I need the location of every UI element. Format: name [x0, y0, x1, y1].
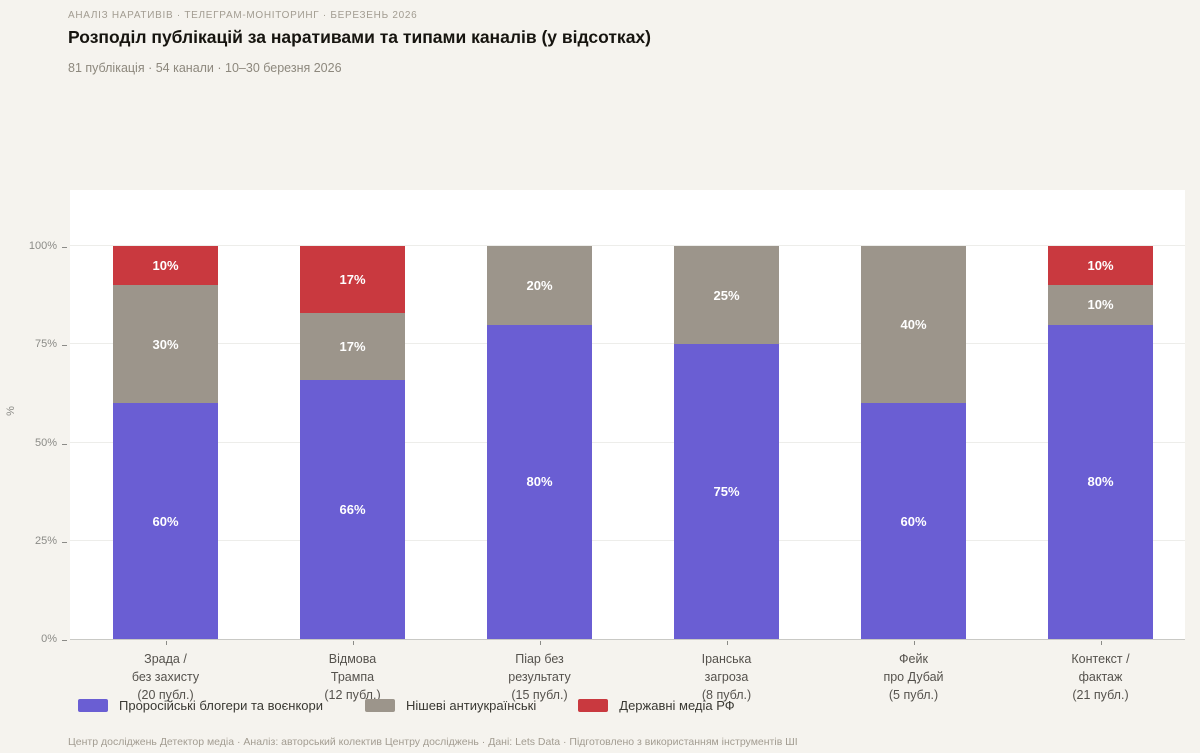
x-category-label: Іранська загроза (8 публ.) [633, 650, 820, 704]
x-tick-mark [165, 641, 167, 645]
y-tick-label: 25% [34, 534, 57, 547]
bar-segment: 75% [674, 344, 779, 639]
legend-label: Державні медіа РФ [619, 698, 735, 713]
x-category-label: Зрада / без захисту (20 публ.) [72, 650, 259, 704]
x-tick-mark [352, 641, 354, 645]
bar-column: 60% 40% [861, 246, 966, 639]
x-tick-mark [539, 641, 541, 645]
bar-segment: 10% [1048, 285, 1153, 325]
page-title: Розподіл публікацій за наративами та тип… [68, 27, 651, 47]
y-tick-label: 0% [41, 633, 57, 645]
x-category-label-line: результату [508, 670, 571, 685]
bar-segment: 60% [861, 403, 966, 639]
bar-column: 80% 20% [487, 246, 592, 639]
gridline [70, 441, 1185, 443]
legend-label: Нішеві антиукраїнські [406, 698, 537, 713]
bar-segment: 80% [487, 324, 592, 639]
segment-value-label: 75% [713, 484, 740, 500]
y-tick-mark [62, 541, 67, 543]
segment-value-label: 30% [152, 336, 179, 352]
x-category-label: Відмова Трампа (12 публ.) [259, 650, 446, 704]
bar-segment: 40% [861, 246, 966, 404]
segment-value-label: 10% [152, 258, 179, 274]
segment-value-label: 66% [339, 501, 366, 517]
x-category-label-line: Зрада / [144, 652, 187, 666]
chart-legend: Проросійські блогери та воєнкори Нішеві а… [78, 698, 735, 713]
x-category-label-line: Трампа [330, 670, 375, 685]
x-category-label-line: фактаж [1078, 670, 1123, 685]
x-category-label-line: Іранська [701, 652, 752, 666]
y-tick-mark [62, 345, 67, 347]
segment-value-label: 20% [526, 277, 553, 293]
segment-value-label: 60% [900, 513, 927, 529]
bar-segment: 30% [113, 285, 218, 404]
plot-area: 60% 30% 10% 66% 17% 17% 80% 20% 75% 25% 60% 40% 80% 1… [70, 190, 1185, 640]
x-category-label-line: Фейк [899, 652, 928, 666]
x-category-label-line: Піар без [515, 652, 564, 666]
segment-value-label: 60% [152, 513, 179, 529]
page-subtitle: 81 публікація · 54 канали · 10–30 березн… [68, 61, 342, 75]
legend-item: Проросійські блогери та воєнкори [78, 698, 323, 713]
x-category-label-line: без захисту [131, 670, 200, 685]
x-category-label: Фейк про Дубай (5 публ.) [820, 650, 1007, 704]
bar-column: 80% 10% 10% [1048, 246, 1153, 639]
bar-segment: 17% [300, 312, 405, 380]
bar-segment: 25% [674, 246, 779, 345]
gridline [70, 245, 1185, 246]
bar-column: 66% 17% 17% [300, 246, 405, 639]
x-category-label-line: Відмова [328, 652, 377, 666]
x-category-label: Піар без результату (15 публ.) [446, 650, 633, 704]
legend-label: Проросійські блогери та воєнкори [119, 698, 323, 713]
bar-segment: 80% [1048, 324, 1153, 639]
y-tick-mark [62, 640, 67, 641]
legend-swatch [365, 699, 395, 712]
legend-swatch [78, 699, 108, 712]
bar-segment: 17% [300, 246, 405, 313]
y-tick-mark [62, 443, 67, 445]
segment-value-label: 25% [713, 287, 740, 303]
x-tick-mark [726, 641, 728, 645]
y-tick-label: 50% [34, 436, 57, 449]
segment-value-label: 17% [339, 338, 366, 354]
bar-segment: 10% [1048, 246, 1153, 286]
x-category-label-line: (21 публ.) [1072, 688, 1129, 703]
legend-swatch [578, 699, 609, 712]
segment-value-label: 10% [1087, 258, 1114, 274]
segment-value-label: 17% [339, 271, 366, 287]
bar-column: 75% 25% [674, 246, 779, 639]
gridline [70, 343, 1185, 345]
x-tick-mark [1100, 641, 1102, 645]
bar-segment: 20% [487, 246, 592, 325]
source-credits: Центр досліджень Детектор медіа · Аналіз… [68, 736, 798, 748]
x-category-label-line: загроза [704, 670, 749, 685]
bar-segment: 10% [113, 246, 218, 286]
gridline [70, 539, 1185, 541]
x-category-label-line: Контекст / [1071, 652, 1130, 666]
bar-column: 60% 30% 10% [113, 246, 218, 639]
segment-value-label: 80% [1087, 474, 1114, 490]
y-tick-label: 75% [34, 338, 57, 351]
x-category-label-line: про Дубай [883, 670, 944, 685]
legend-item: Нішеві антиукраїнські [365, 698, 536, 713]
bar-segment: 60% [113, 403, 218, 639]
x-tick-mark [913, 641, 915, 645]
y-tick-label: 100% [28, 240, 57, 252]
report-eyebrow: АНАЛІЗ НАРАТИВІВ · ТЕЛЕГРАМ-МОНІТОРИНГ ·… [68, 10, 418, 21]
segment-value-label: 80% [526, 474, 553, 490]
segment-value-label: 10% [1087, 297, 1114, 313]
legend-item: Державні медіа РФ [578, 698, 735, 713]
x-category-label: Контекст / фактаж (21 публ.) [1007, 650, 1194, 704]
bar-segment: 66% [300, 379, 405, 639]
y-axis-title: % [4, 406, 17, 416]
x-category-label-line: (5 публ.) [888, 688, 939, 703]
y-tick-mark [62, 247, 67, 248]
segment-value-label: 40% [900, 317, 927, 333]
